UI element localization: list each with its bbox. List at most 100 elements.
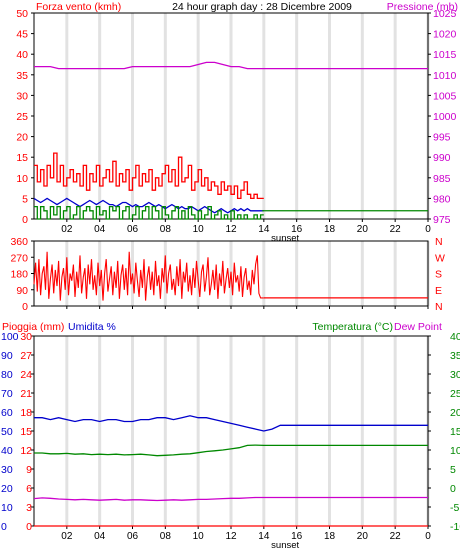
rain-ytick-label-30: 30: [20, 331, 32, 343]
temperature-ytick-label--5: -5: [450, 502, 459, 514]
temperature-ytick-label-15: 15: [450, 426, 460, 438]
pressure-ytick-label-990: 990: [433, 152, 451, 164]
pressure-ytick-label-995: 995: [433, 132, 451, 144]
rain-ytick-label-9: 9: [26, 464, 32, 476]
p1-xtick-label-20: 20: [357, 224, 369, 235]
temperature-ytick-label-0: 0: [450, 483, 456, 495]
temperature-ytick-label-35: 35: [450, 350, 460, 362]
humidity-ytick-label-70: 70: [1, 388, 13, 400]
rain-ytick-label-12: 12: [20, 445, 32, 457]
series-pressure: [34, 61, 428, 70]
pressure-ytick-label-1000: 1000: [433, 111, 457, 123]
wind-ytick-label-5: 5: [22, 193, 28, 205]
direction-ytick-label-270: 270: [10, 252, 28, 264]
temperature-ytick-label-25: 25: [450, 388, 460, 400]
wind-ytick-label-35: 35: [16, 70, 28, 82]
pressure-ytick-label-1025: 1025: [433, 8, 457, 20]
direction-compass-label-0: N: [435, 236, 443, 248]
p1-xtick-label-04: 04: [94, 224, 106, 235]
direction-compass-label-3: E: [435, 285, 442, 297]
pressure-ytick-label-985: 985: [433, 173, 451, 185]
humidity-ytick-label-0: 0: [1, 521, 7, 533]
temperature-ytick-label-30: 30: [450, 369, 460, 381]
wind-ytick-label-40: 40: [16, 49, 28, 61]
p1-xtick-label-06: 06: [127, 224, 139, 235]
p1-xtick-label-14: 14: [258, 224, 270, 235]
pressure-ytick-label-1010: 1010: [433, 70, 457, 82]
p3-xtick-label-10: 10: [193, 531, 205, 542]
humidity-ytick-label-100: 100: [1, 331, 19, 343]
humidity-ytick-label-10: 10: [1, 502, 13, 514]
dewpoint-axis-title: Dew Point: [394, 321, 442, 333]
pressure-ytick-label-975: 975: [433, 214, 451, 226]
rain-ytick-label-18: 18: [20, 407, 32, 419]
humidity-ytick-label-80: 80: [1, 369, 13, 381]
wind-ytick-label-25: 25: [16, 111, 28, 123]
chart-title: 24 hour graph day : 28 Dicembre 2009: [172, 1, 352, 13]
temperature-ytick-label--10: -10: [450, 521, 460, 533]
rain-axis-title: Pioggia (mm): [2, 321, 64, 333]
series-direction: [33, 251, 264, 301]
series-humidity: [34, 415, 428, 432]
pressure-ytick-label-1015: 1015: [433, 49, 457, 61]
direction-compass-label-1: W: [435, 252, 445, 264]
wind-ytick-label-15: 15: [16, 152, 28, 164]
humidity-temperature-panel: 0369121518212427300102030405060708090100…: [1, 331, 460, 551]
p3-xtick-label-02: 02: [61, 531, 73, 542]
temperature-ytick-label-5: 5: [450, 464, 456, 476]
p3-xtick-label-16: 16: [291, 531, 303, 542]
p1-xtick-label-16: 16: [291, 224, 303, 235]
series-dewpoint: [33, 496, 428, 502]
p3-xtick-label-06: 06: [127, 531, 139, 542]
p3-xtick-label-22: 22: [390, 531, 402, 542]
p3-xtick-label-08: 08: [160, 531, 172, 542]
temperature-axis-title: Temperatura (°C): [312, 321, 393, 333]
pressure-axis-title: Pressione (mb): [387, 1, 458, 13]
p1-xtick-label-12: 12: [225, 224, 237, 235]
wind-pressure-panel: 0510152025303540455097598098599099510001…: [16, 8, 456, 244]
p3-xtick-label-04: 04: [94, 531, 106, 542]
series-wind_avg: [33, 197, 264, 214]
wind-ytick-label-50: 50: [16, 8, 28, 20]
p1-xtick-label-22: 22: [390, 224, 402, 235]
humidity-ytick-label-90: 90: [1, 350, 13, 362]
p1-xtick-label-10: 10: [193, 224, 205, 235]
wind-ytick-label-20: 20: [16, 132, 28, 144]
direction-ytick-label-90: 90: [16, 285, 28, 297]
humidity-ytick-label-30: 30: [1, 464, 13, 476]
humidity-ytick-label-40: 40: [1, 445, 13, 457]
temperature-ytick-label-40: 40: [450, 331, 460, 343]
humidity-ytick-label-20: 20: [1, 483, 13, 495]
pressure-ytick-label-980: 980: [433, 193, 451, 205]
humidity-ytick-label-60: 60: [1, 407, 13, 419]
p1-sunset-label: sunset: [271, 233, 299, 244]
rain-ytick-label-15: 15: [20, 426, 32, 438]
wind-ytick-label-0: 0: [22, 214, 28, 226]
p1-xtick-label-02: 02: [61, 224, 73, 235]
temperature-ytick-label-20: 20: [450, 407, 460, 419]
rain-ytick-label-24: 24: [20, 369, 32, 381]
wind-ytick-label-10: 10: [16, 173, 28, 185]
rain-ytick-label-21: 21: [20, 388, 32, 400]
pressure-ytick-label-1020: 1020: [433, 29, 457, 41]
p3-xtick-label-0: 0: [425, 531, 431, 542]
humidity-axis-title: Umidita %: [68, 321, 116, 333]
p1-xtick-label-08: 08: [160, 224, 172, 235]
wind-axis-title: Forza vento (kmh): [36, 1, 121, 13]
pressure-ytick-label-1005: 1005: [433, 90, 457, 102]
rain-ytick-label-0: 0: [26, 521, 32, 533]
temperature-ytick-label-10: 10: [450, 445, 460, 457]
p1-xtick-label-0: 0: [425, 224, 431, 235]
direction-ytick-label-0: 0: [22, 301, 28, 313]
rain-ytick-label-6: 6: [26, 483, 32, 495]
direction-ytick-label-360: 360: [10, 236, 28, 248]
wind-ytick-label-30: 30: [16, 90, 28, 102]
series-wind_min: [34, 205, 264, 220]
wind-ytick-label-45: 45: [16, 29, 28, 41]
p1-xtick-label-18: 18: [324, 224, 336, 235]
rain-ytick-label-27: 27: [20, 350, 32, 362]
p3-sunset-label: sunset: [271, 540, 299, 551]
